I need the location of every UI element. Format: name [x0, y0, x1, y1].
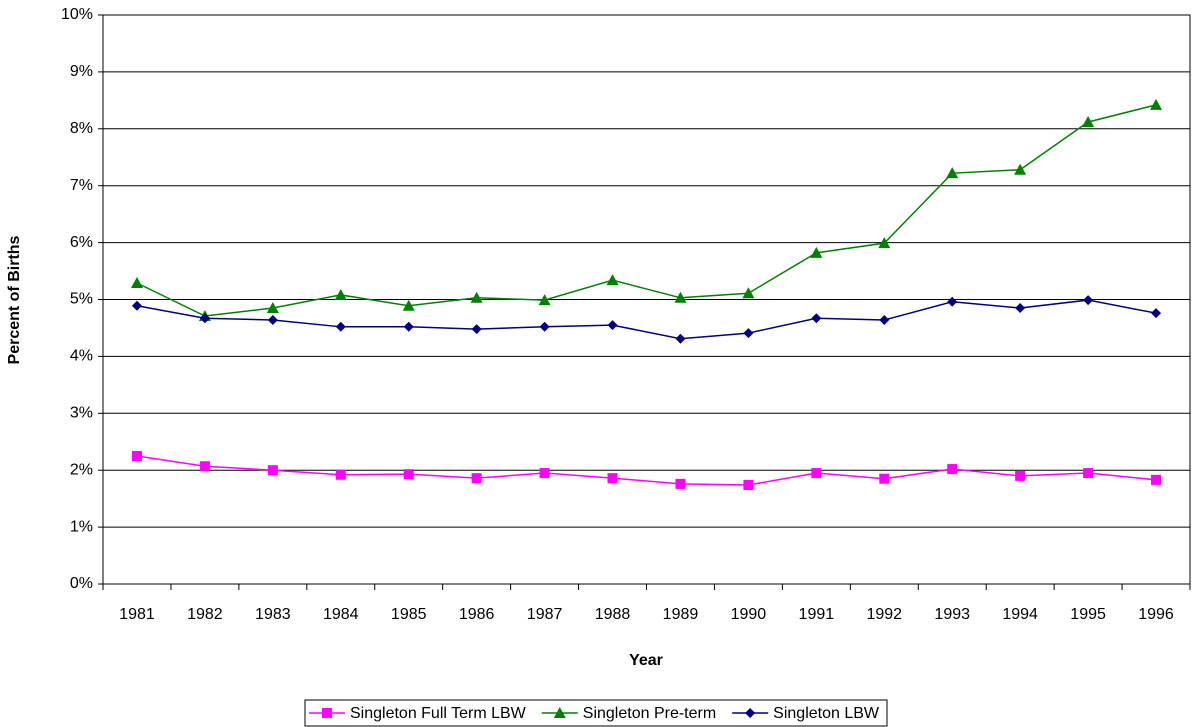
marker [130, 276, 143, 288]
x-tick-label: 1983 [255, 606, 291, 623]
marker [471, 473, 482, 484]
marker [742, 287, 755, 299]
marker [810, 246, 823, 258]
legend: Singleton Full Term LBW Singleton Pre-ter… [304, 699, 888, 727]
legend-label: Singleton Full Term LBW [350, 705, 527, 722]
y-tick-label: 7% [70, 177, 93, 194]
x-tick-label: 1991 [799, 606, 835, 623]
marker [1015, 303, 1026, 314]
marker [199, 313, 210, 324]
marker [131, 300, 142, 311]
marker [811, 313, 822, 324]
y-tick-label: 1% [70, 518, 93, 535]
marker [403, 469, 414, 480]
y-tick-label: 5% [70, 291, 93, 308]
marker [607, 473, 618, 484]
marker [335, 469, 346, 480]
y-tick-label: 3% [70, 405, 93, 422]
x-tick-label: 1989 [663, 606, 699, 623]
marker [335, 321, 346, 332]
legend-box [304, 699, 888, 727]
marker [947, 464, 958, 475]
legend-label: Singleton LBW [773, 705, 880, 722]
marker [674, 291, 687, 303]
marker [606, 274, 619, 286]
marker [402, 299, 415, 311]
marker [553, 707, 566, 718]
series-line [136, 299, 1157, 340]
x-tick-label: 1984 [323, 606, 359, 623]
x-tick-label: 1986 [459, 606, 495, 623]
marker [321, 708, 332, 718]
legend-label: Singleton Pre-term [583, 705, 716, 722]
x-tick-label: 1988 [595, 606, 631, 623]
marker [879, 314, 890, 325]
y-tick-label: 4% [70, 348, 93, 365]
marker [947, 296, 958, 307]
x-tick-label: 1982 [187, 606, 223, 623]
marker [1151, 308, 1162, 319]
marker [879, 473, 890, 484]
y-tick-label: 9% [70, 63, 93, 80]
marker [946, 167, 959, 179]
x-tick-label: 1995 [1070, 606, 1106, 623]
x-tick-label: 1996 [1138, 606, 1174, 623]
x-tick-label: 1992 [866, 606, 902, 623]
marker [334, 288, 347, 300]
marker [538, 294, 551, 306]
marker [1083, 295, 1094, 306]
marker [267, 314, 278, 325]
marker [131, 450, 142, 461]
x-tick-label: 1985 [391, 606, 427, 623]
marker [539, 468, 550, 479]
marker [878, 237, 891, 249]
marker [675, 478, 686, 489]
marker [267, 465, 278, 476]
y-tick-label: 6% [70, 234, 93, 251]
marker [1015, 470, 1026, 481]
marker [403, 321, 414, 332]
marker [745, 708, 756, 718]
marker [471, 324, 482, 335]
marker [470, 291, 483, 303]
series-line [136, 455, 1157, 486]
marker [1083, 468, 1094, 479]
marker [607, 320, 618, 331]
marker [1082, 115, 1095, 127]
x-tick-label: 1993 [934, 606, 970, 623]
x-axis-title: Year [629, 652, 663, 669]
marker [266, 302, 279, 314]
series-line [136, 104, 1157, 317]
x-tick-label: 1994 [1002, 606, 1038, 623]
y-tick-label: 0% [70, 575, 93, 592]
y-tick-label: 10% [61, 6, 93, 23]
y-tick-label: 8% [70, 120, 93, 137]
x-tick-label: 1987 [527, 606, 563, 623]
marker [1014, 163, 1027, 175]
y-tick-label: 2% [70, 461, 93, 478]
marker [539, 321, 550, 332]
marker [743, 479, 754, 490]
marker [743, 328, 754, 339]
marker [199, 461, 210, 472]
x-tick-label: 1981 [119, 606, 155, 623]
y-axis-title: Percent of Births [6, 235, 23, 364]
marker [675, 333, 686, 344]
x-tick-label: 1990 [731, 606, 767, 623]
marker [1151, 474, 1162, 485]
marker [811, 468, 822, 479]
marker [1150, 98, 1163, 110]
